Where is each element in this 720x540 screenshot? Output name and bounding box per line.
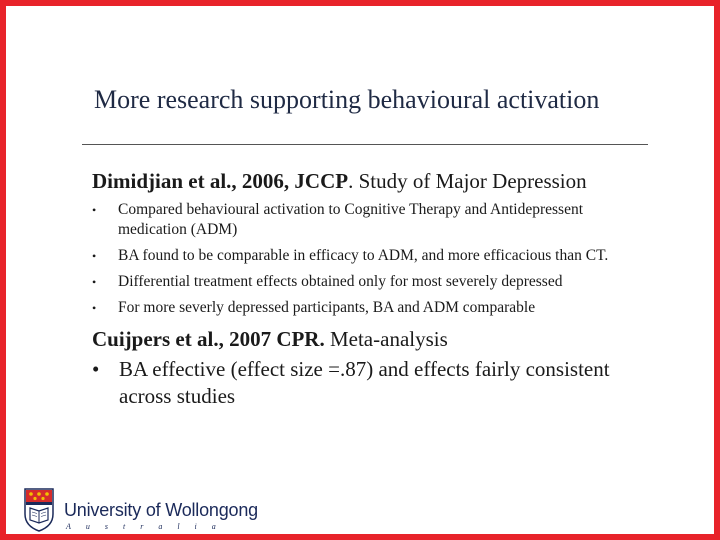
study1-bullet-list: • Compared behavioural activation to Cogn… bbox=[92, 200, 652, 318]
study2-section: Cuijpers et al., 2007 CPR. Meta-analysis… bbox=[92, 324, 652, 410]
bullet-icon: • bbox=[92, 203, 97, 217]
list-item: • Differential treatment effects obtained… bbox=[92, 272, 652, 292]
study1-bullet-text: BA found to be comparable in efficacy to… bbox=[118, 247, 609, 264]
study1-bullet-text: Compared behavioural activation to Cogni… bbox=[118, 201, 584, 238]
study1-citation: Dimidjian et al., 2006, JCCP bbox=[92, 169, 349, 193]
university-country: Australia bbox=[66, 522, 231, 531]
crest-icon bbox=[24, 488, 54, 532]
title-box: More research supporting behavioural act… bbox=[82, 54, 648, 145]
study2-description: Meta-analysis bbox=[324, 327, 448, 351]
study2-citation: Cuijpers et al., 2007 CPR. bbox=[92, 327, 325, 351]
list-item: • For more severly depressed participants… bbox=[92, 298, 652, 318]
university-logo: University of Wollongong Australia bbox=[24, 488, 284, 534]
bullet-icon: • bbox=[92, 275, 97, 289]
university-name: University of Wollongong bbox=[64, 500, 258, 520]
bullet-icon: • bbox=[92, 301, 97, 315]
slide-content: Dimidjian et al., 2006, JCCP. Study of M… bbox=[92, 166, 652, 410]
list-item: • Compared behavioural activation to Cogn… bbox=[92, 200, 652, 240]
study1-heading: Dimidjian et al., 2006, JCCP. Study of M… bbox=[92, 166, 652, 196]
bullet-icon: • bbox=[92, 357, 100, 381]
bullet-icon: • bbox=[92, 249, 97, 263]
slide-title: More research supporting behavioural act… bbox=[94, 85, 600, 114]
list-item: • BA found to be comparable in efficacy t… bbox=[92, 246, 652, 266]
study2-bullet-text: BA effective (effect size =.87) and effe… bbox=[119, 357, 610, 408]
list-item: • BA effective (effect size =.87) and eff… bbox=[92, 356, 652, 410]
study2-bullet-list: • BA effective (effect size =.87) and eff… bbox=[92, 356, 652, 410]
study1-bullet-text: For more severly depressed participants,… bbox=[118, 299, 536, 316]
study1-bullet-text: Differential treatment effects obtained … bbox=[118, 273, 563, 290]
study1-description: . Study of Major Depression bbox=[348, 169, 587, 193]
study2-heading: Cuijpers et al., 2007 CPR. Meta-analysis bbox=[92, 324, 652, 354]
